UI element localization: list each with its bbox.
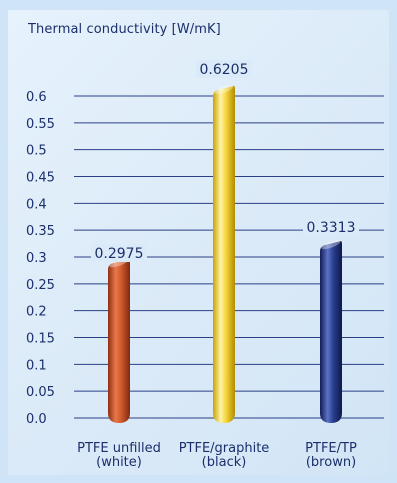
category-sublabel: (brown) [306, 455, 356, 470]
value-label-bg [196, 60, 252, 78]
y-tick-label: 0.6 [26, 90, 47, 105]
y-tick-label: 0.35 [26, 224, 55, 239]
y-axis-ticks: 0.6 0.55 0.5 0.45 0.4 0.35 0.3 0.25 0.2 0.15 0.1 0.… [26, 90, 55, 427]
value-label-bg [91, 244, 147, 262]
value-labels: 0.2975 0.6205 0.3313 [91, 60, 359, 262]
y-tick-label: 0.0 [26, 412, 47, 427]
value-label: 0.2975 [95, 246, 144, 262]
y-tick-label: 0.2 [26, 305, 47, 320]
value-label: 0.6205 [200, 62, 249, 78]
y-tick-label: 0.05 [26, 385, 55, 400]
y-tick-label: 0.4 [26, 197, 47, 212]
bar [108, 259, 130, 423]
category-sublabel: (white) [96, 455, 142, 470]
y-tick-label: 0.1 [26, 358, 47, 373]
category-label: PTFE/TP [305, 441, 357, 456]
bar [213, 85, 235, 423]
category-label: PTFE unfilled [77, 441, 161, 456]
value-label-bg [303, 218, 359, 236]
value-label: 0.3313 [307, 220, 356, 236]
y-tick-label: 0.45 [26, 171, 55, 186]
y-tick-label: 0.15 [26, 332, 55, 347]
bar-top [321, 240, 341, 250]
bars [108, 85, 342, 423]
y-tick-label: 0.55 [26, 117, 55, 132]
y-tick-label: 0.25 [26, 278, 55, 293]
chart-title: Thermal conductivity [W/mK] [28, 22, 221, 37]
category-sublabel: (black) [202, 455, 247, 470]
bar [320, 241, 342, 423]
bar-top [214, 85, 234, 94]
y-tick-label: 0.5 [26, 144, 47, 159]
x-axis-categories: PTFE unfilled(white) PTFE/graphite(black)… [77, 441, 357, 470]
y-tick-label: 0.3 [26, 251, 47, 266]
category-label: PTFE/graphite [179, 441, 270, 456]
